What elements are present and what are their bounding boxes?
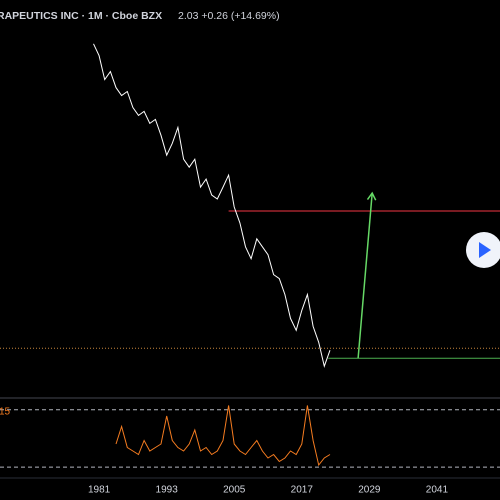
play-button[interactable] <box>466 232 500 268</box>
x-tick-label: 2005 <box>223 485 246 496</box>
x-tick-label: 2029 <box>358 485 381 496</box>
play-icon[interactable] <box>479 242 491 258</box>
quote: 2.03 +0.26 (+14.69%) <box>178 10 280 22</box>
indicator-label: 15 <box>0 407 11 418</box>
chart-title: RAPEUTICS INC · 1M · Cboe BZX <box>0 10 162 22</box>
x-tick-label: 2041 <box>426 485 449 496</box>
arrow-head <box>366 191 377 201</box>
x-tick-label: 2017 <box>291 485 314 496</box>
arrow-line <box>357 192 373 359</box>
x-tick-label: 1981 <box>88 485 111 496</box>
x-tick-label: 1993 <box>156 485 179 496</box>
price-line <box>93 43 331 368</box>
indicator-line <box>115 405 331 467</box>
